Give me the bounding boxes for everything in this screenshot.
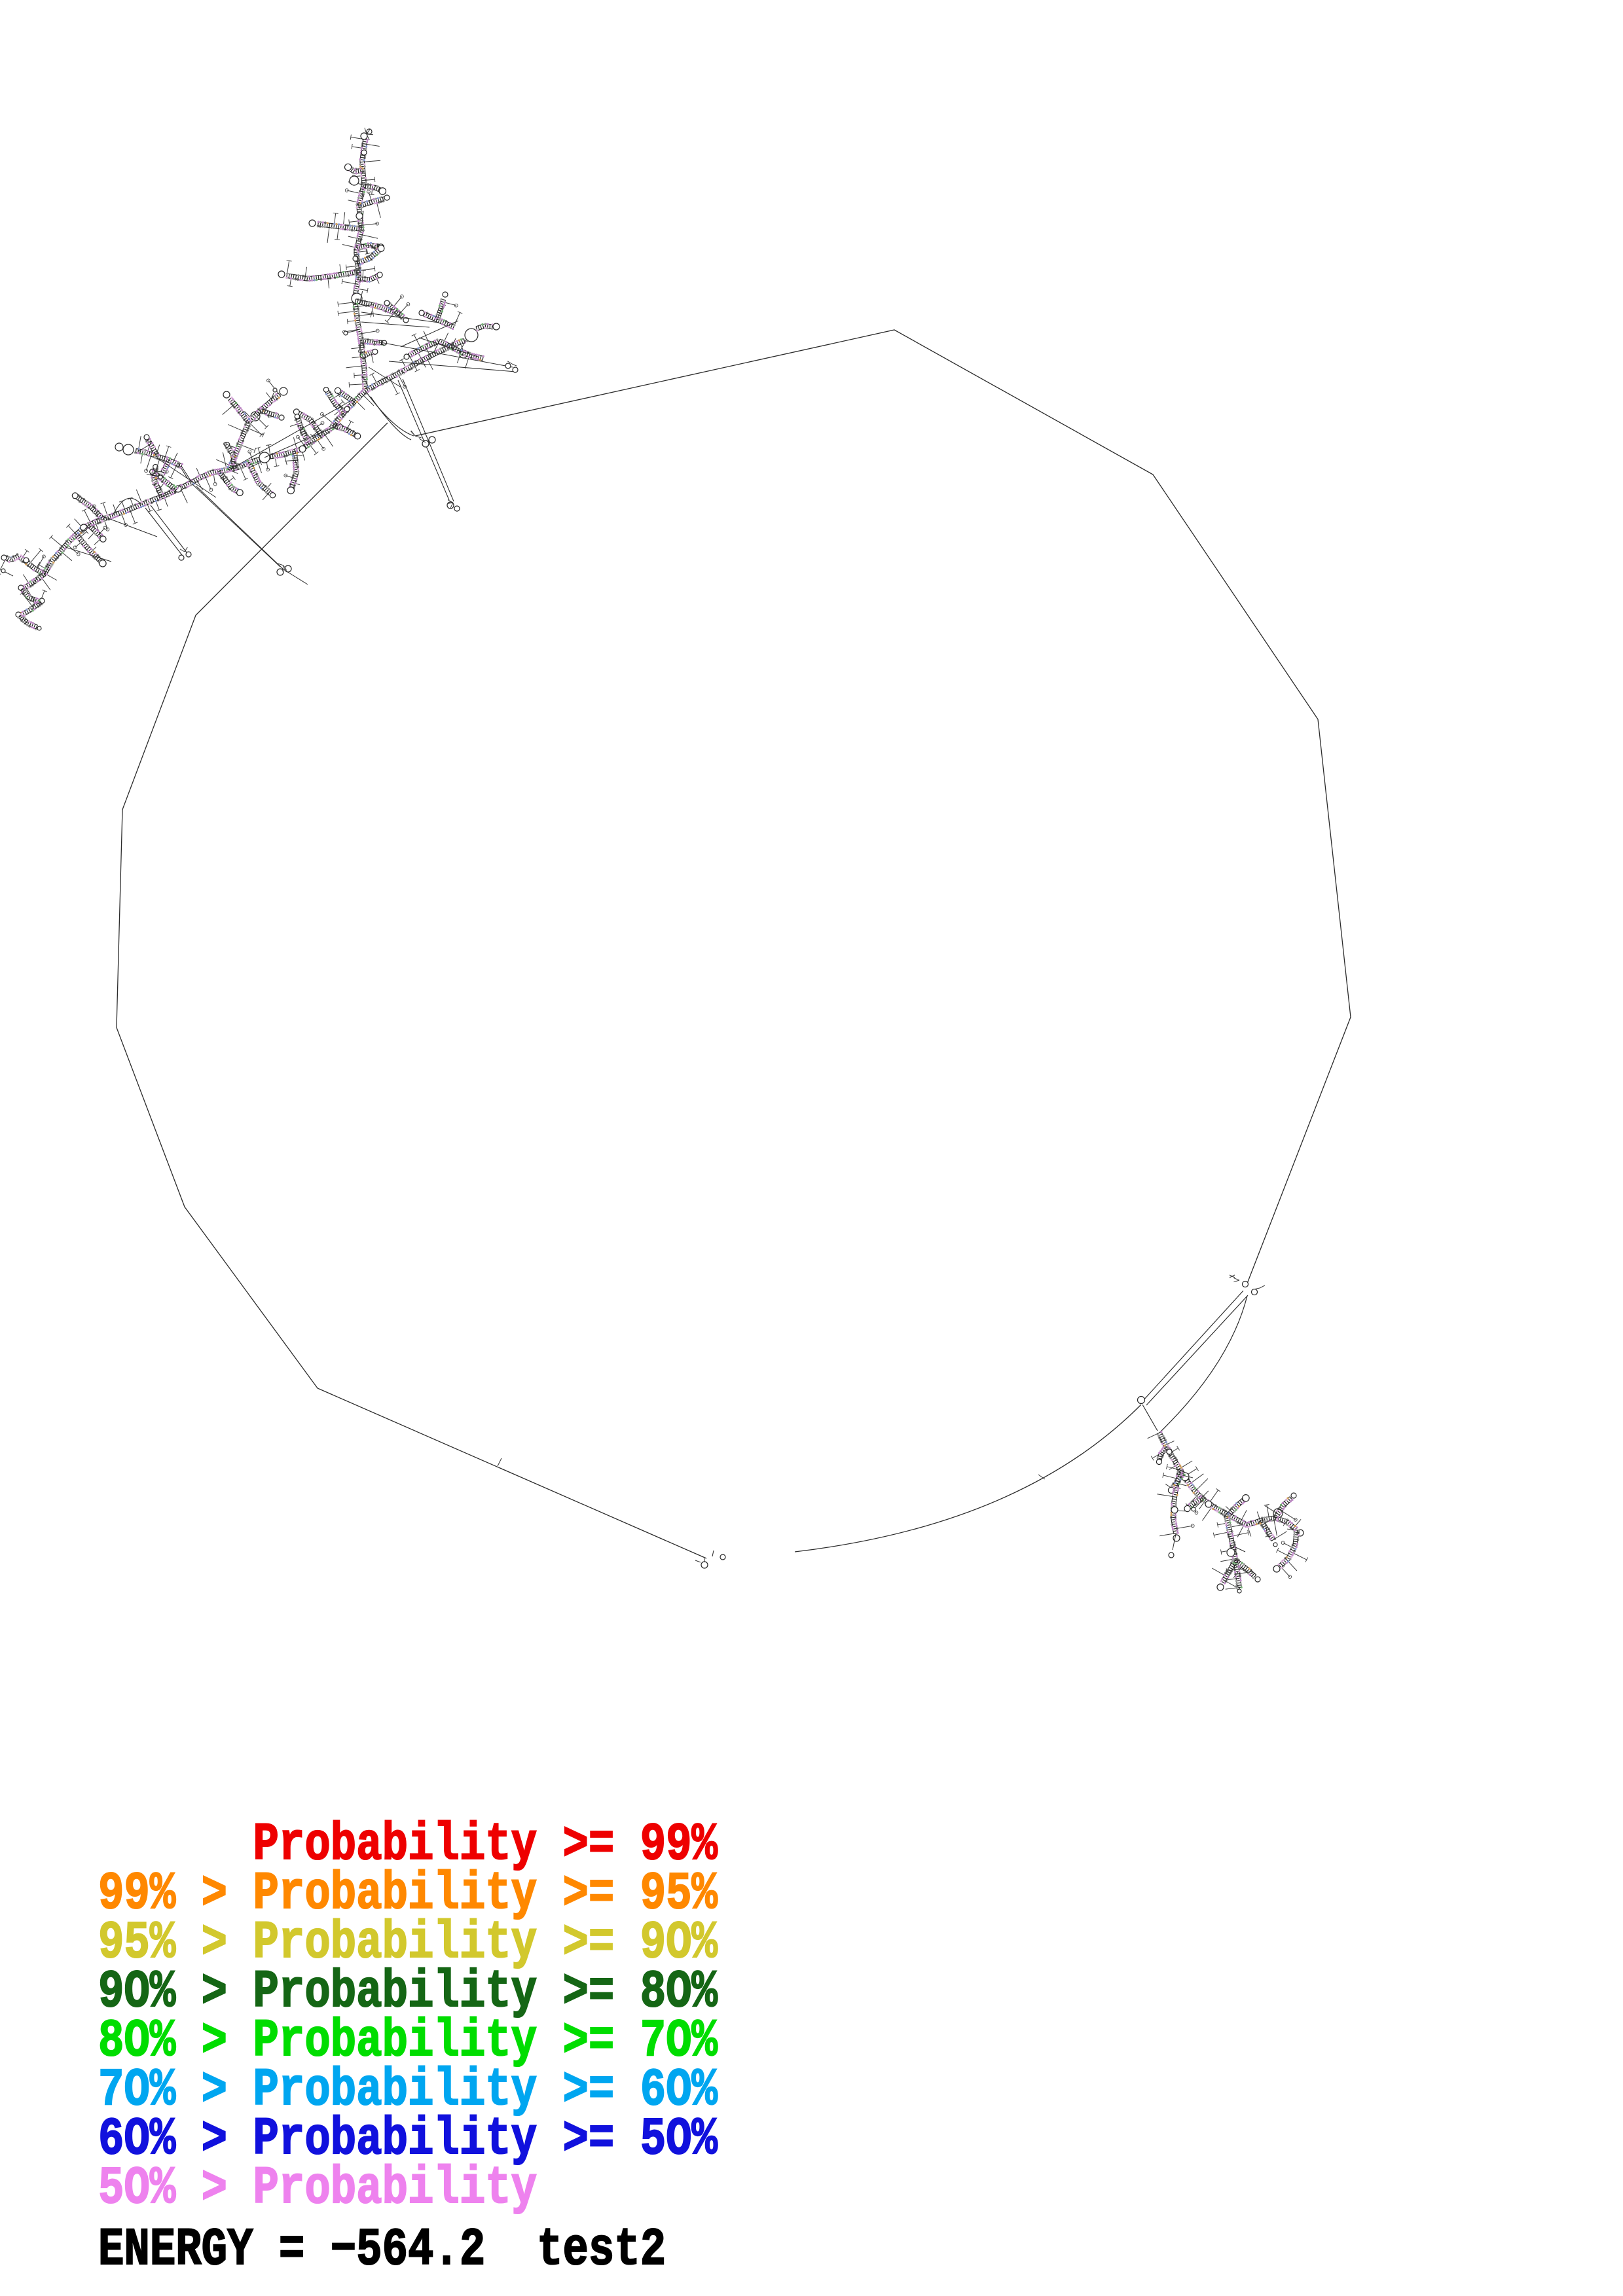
svg-text:8O% > Probability >= 7O%: 8O% > Probability >= 7O% (98, 2012, 718, 2072)
svg-text:7O% > Probability >= 6O%: 7O% > Probability >= 6O% (98, 2061, 718, 2121)
svg-text:6O% > Probability >= 5O%: 6O% > Probability >= 5O% (98, 2110, 718, 2170)
svg-text:95% > Probability >= 9O%: 95% > Probability >= 9O% (98, 1914, 718, 1973)
svg-text:Probability >= 99%: Probability >= 99% (98, 1816, 718, 1875)
svg-text:5O% > Probability: 5O% > Probability (98, 2159, 537, 2219)
svg-text:ENERGY = −564.2 test2: ENERGY = −564.2 test2 (98, 2221, 666, 2280)
svg-text:99% > Probability >= 95%: 99% > Probability >= 95% (98, 1865, 718, 1924)
svg-text:9O% > Probability >= 8O%: 9O% > Probability >= 8O% (98, 1963, 718, 2022)
